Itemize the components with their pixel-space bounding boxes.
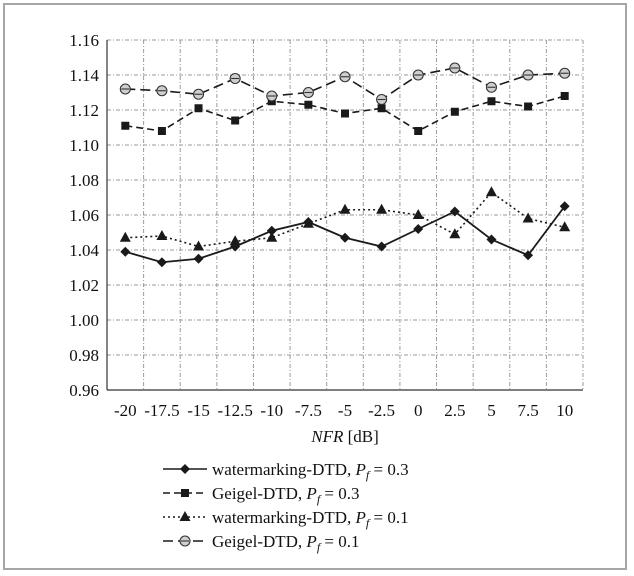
- x-tick-label: 0: [414, 401, 423, 420]
- x-tick-label: -7.5: [295, 401, 322, 420]
- legend-label: watermarking-DTD, Pf = 0.3: [212, 460, 409, 482]
- series-3-point: [266, 231, 278, 242]
- series-1-point: [376, 241, 387, 252]
- legend-item-3: watermarking-DTD, Pf = 0.1: [163, 508, 409, 530]
- series-1-point: [120, 246, 131, 257]
- series-1-point: [413, 224, 424, 234]
- series-2-point: [560, 92, 569, 100]
- series-2-point: [487, 97, 496, 106]
- series-1: [120, 201, 570, 268]
- series-3-point: [449, 228, 461, 239]
- series-1-point: [340, 232, 350, 243]
- series-1-point: [449, 206, 460, 217]
- y-tick-label: 1.16: [69, 31, 99, 50]
- x-axis-title-main: NFR: [310, 427, 344, 446]
- x-tick-label: -17.5: [144, 401, 179, 420]
- series-3-point: [156, 230, 168, 240]
- x-tick-label: -5: [338, 401, 352, 420]
- x-axis-title-unit: [dB]: [343, 427, 378, 446]
- series-layer: [119, 62, 571, 268]
- x-tick-label: -2.5: [368, 401, 395, 420]
- series-3-point: [302, 217, 314, 228]
- legend-label: watermarking-DTD, Pf = 0.1: [212, 508, 409, 530]
- x-tick-label: 5: [487, 401, 496, 420]
- series-2-point: [341, 109, 349, 118]
- series-2-point: [194, 104, 203, 113]
- series-4: [119, 62, 571, 106]
- legend-item-2: Geigel-DTD, Pf = 0.3: [163, 484, 360, 506]
- series-3: [119, 186, 571, 251]
- y-tick-label: 0.96: [69, 381, 99, 400]
- series-3-point: [412, 209, 424, 219]
- series-2-point: [121, 121, 130, 130]
- y-tick-label: 1.12: [69, 101, 99, 120]
- legend-swatch-marker: [181, 489, 189, 497]
- axes: 0.96 0.98 1.00 1.02 1.04 1.06 1.08 1.10 1.12 1.14…: [69, 31, 583, 420]
- series-2-point: [377, 104, 386, 113]
- series-3-point: [193, 240, 205, 251]
- series-3-point: [339, 203, 351, 214]
- series-3-point: [559, 221, 571, 232]
- series-1-point: [523, 250, 534, 261]
- x-tick-label: -20: [114, 401, 137, 420]
- series-2: [121, 92, 569, 135]
- series-1-point: [266, 225, 277, 236]
- x-tick-label: -10: [260, 401, 283, 420]
- series-1-point: [486, 234, 497, 245]
- series-2-point: [231, 116, 240, 125]
- x-tick-label: 10: [556, 401, 573, 420]
- y-tick-label: 1.10: [69, 136, 99, 155]
- series-3-point: [522, 212, 534, 223]
- series-2-point: [304, 100, 313, 109]
- series-3-point: [229, 235, 241, 246]
- legend-item-4: Geigel-DTD, Pf = 0.1: [163, 532, 360, 554]
- x-tick-label: -15: [187, 401, 210, 420]
- x-tick-label: 2.5: [444, 401, 465, 420]
- series-2-point: [450, 107, 459, 116]
- y-tick-label: 1.00: [69, 311, 99, 330]
- y-tick-label: 1.08: [69, 171, 99, 190]
- legend-label: Geigel-DTD, Pf = 0.1: [212, 532, 360, 554]
- y-tick-label: 1.04: [69, 241, 99, 260]
- series-1-point: [156, 257, 167, 268]
- legend-label: Geigel-DTD, Pf = 0.3: [212, 484, 360, 506]
- y-tick-label: 1.06: [69, 206, 99, 225]
- series-2-point: [524, 102, 533, 111]
- x-tick-label: -12.5: [217, 401, 252, 420]
- series-3-point: [376, 203, 388, 214]
- series-3-point: [119, 231, 131, 242]
- series-3-point: [485, 186, 497, 197]
- series-1-point: [559, 201, 570, 212]
- series-2-point: [157, 127, 166, 135]
- legend-item-1: watermarking-DTD, Pf = 0.3: [163, 460, 409, 482]
- legend-swatch-marker: [179, 511, 191, 521]
- y-tick-label: 1.02: [69, 276, 99, 295]
- y-tick-label: 0.98: [69, 346, 99, 365]
- series-1-point: [193, 253, 204, 264]
- x-tick-label: 7.5: [517, 401, 538, 420]
- legend-swatch-marker: [180, 464, 190, 474]
- x-axis-title: NFR [dB]: [310, 427, 379, 446]
- y-tick-label: 1.14: [69, 66, 99, 85]
- series-2-point: [414, 127, 423, 135]
